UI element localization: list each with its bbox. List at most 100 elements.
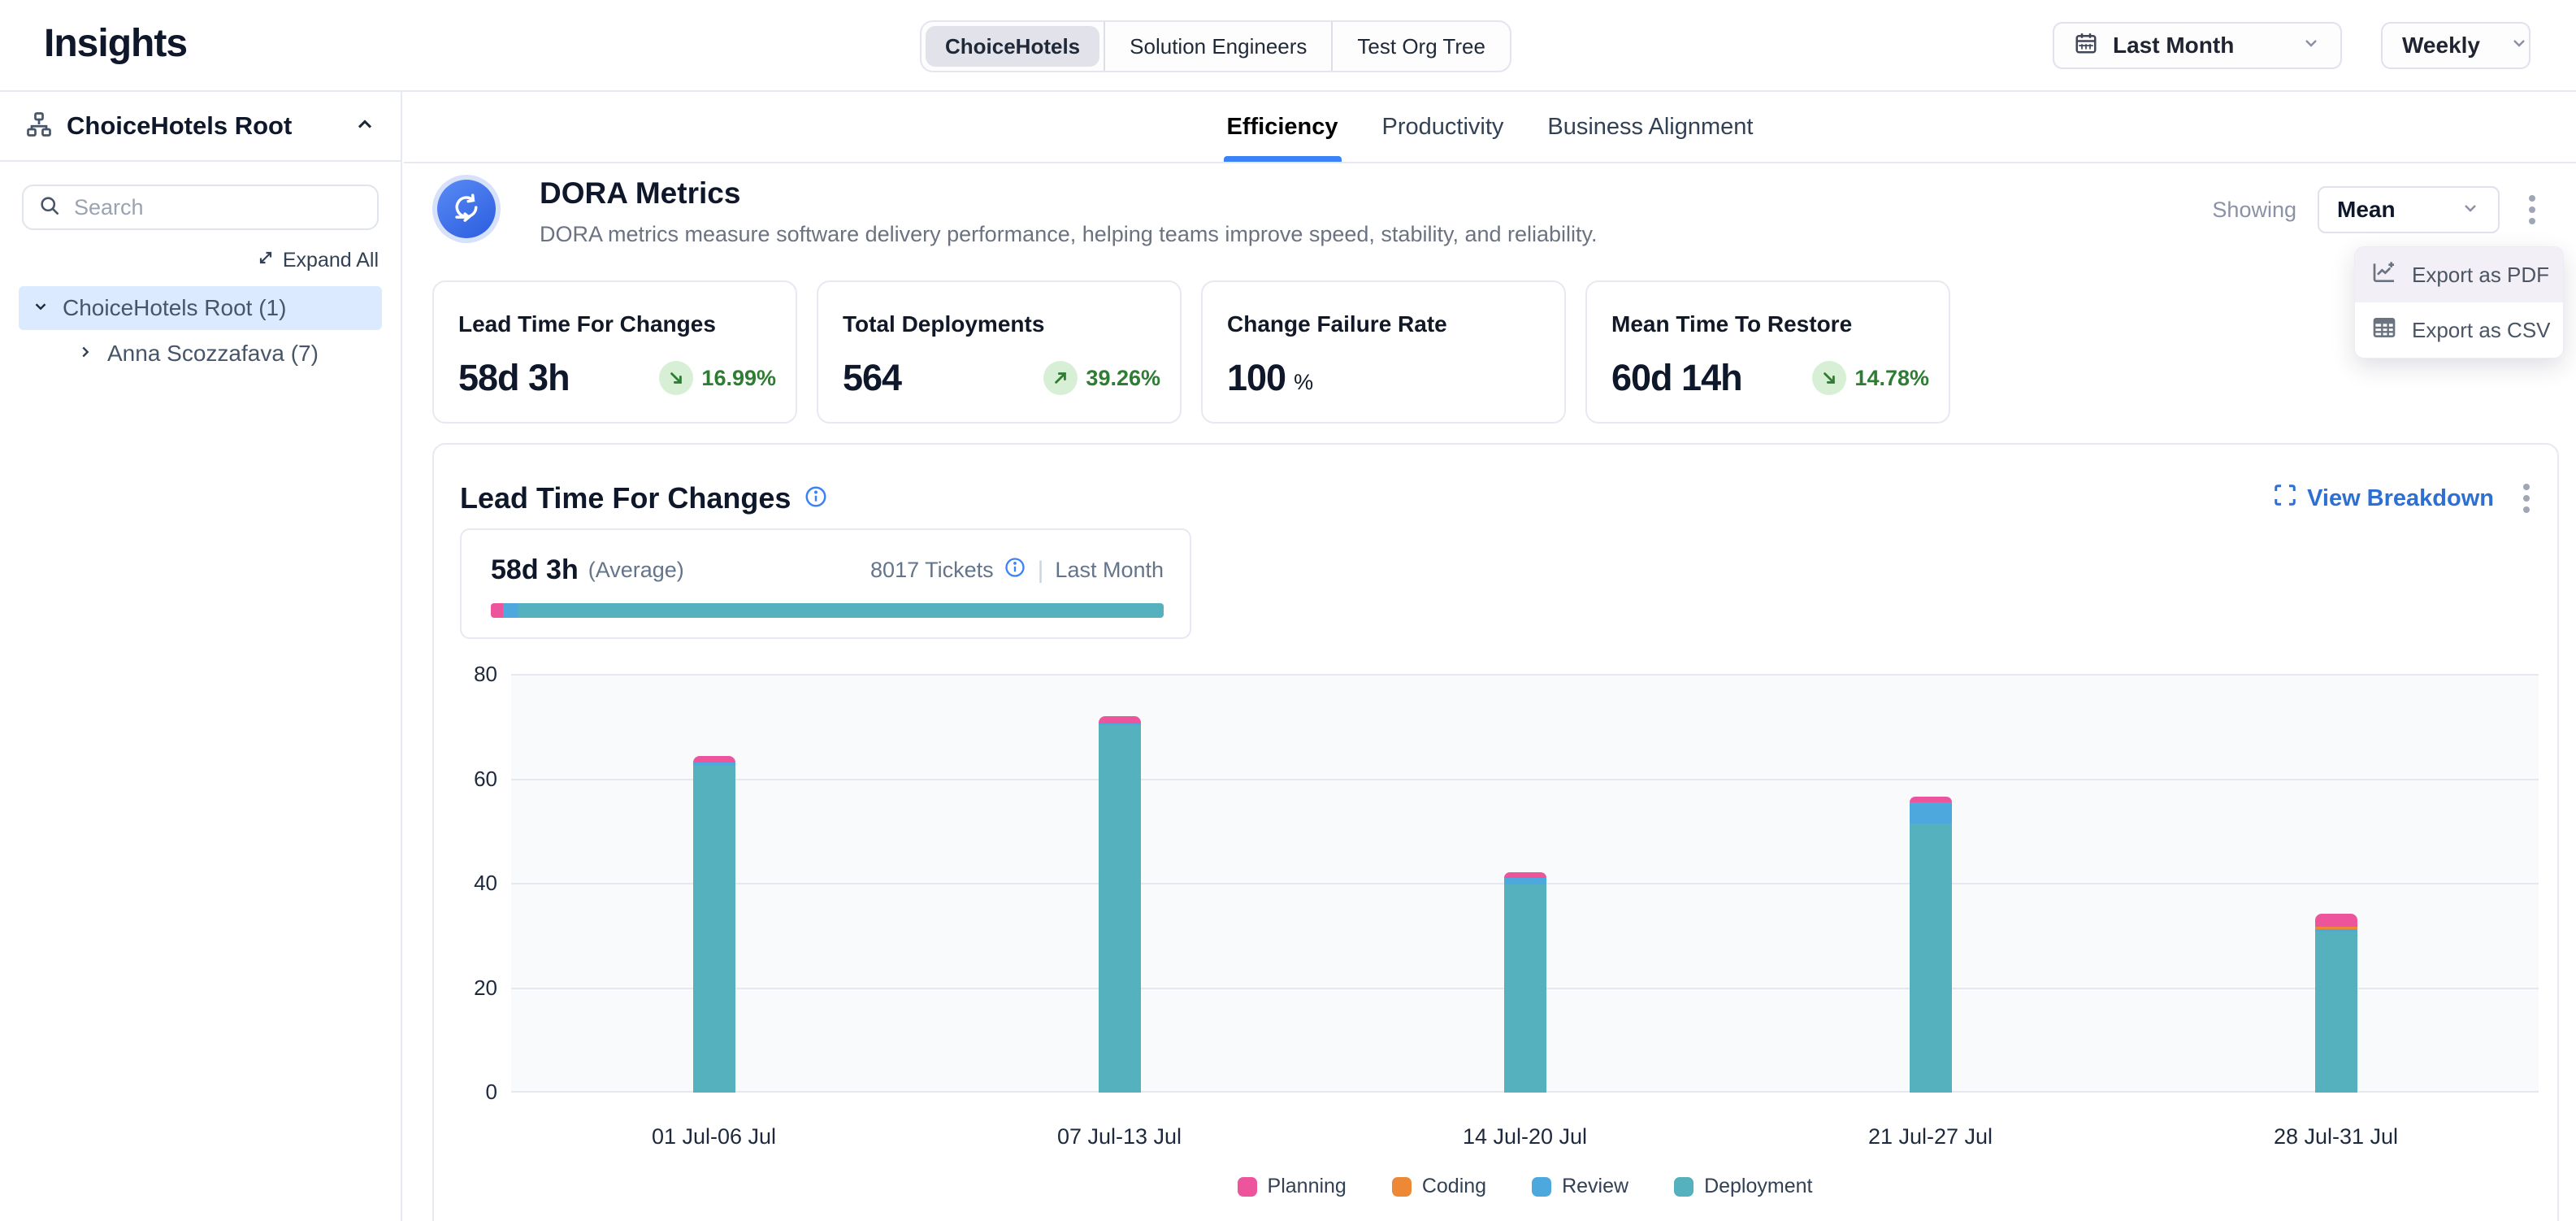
org-tree-icon [24,110,54,143]
metric-card: Total Deployments 564 39.26% [817,280,1182,424]
trend-down-arrow-icon [1812,361,1847,395]
bar-segment-review [1503,877,1546,885]
metric-value: 60d 14h [1611,357,1743,398]
divider: | [1037,556,1044,584]
app-header: Insights ChoiceHotels Solution Engineers T… [0,0,2576,92]
granularity-value: Weekly [2402,33,2480,58]
menu-item-export-as-pdf[interactable]: Export as PDF [2355,247,2563,302]
average-summary-card: 58d 3h (Average) 8017 Tickets | Last Mon… [460,528,1191,639]
stacked-bar[interactable] [1909,796,1952,1093]
metric-card-value-row: 564 39.26% [843,357,1160,399]
sidebar: ChoiceHotels Root Expand All ChoiceHotel… [0,92,402,1221]
gridline [511,778,2539,780]
lead-time-section: Lead Time For Changes Vie [432,443,2559,1221]
metric-card: Mean Time To Restore 60d 14h 14.78% [1585,280,1950,424]
chevron-down-icon[interactable] [32,295,50,321]
metric-card-value-row: 100% [1227,357,1545,399]
granularity-select[interactable]: Weekly [2381,22,2530,69]
search-icon [38,194,61,221]
date-range-value: Last Month [2113,33,2235,58]
aggregation-value: Mean [2337,197,2396,222]
info-icon[interactable] [804,484,828,513]
metric-card: Change Failure Rate 100% [1201,280,1566,424]
section-kebab-menu-button[interactable] [2515,477,2538,519]
x-axis-label: 21 Jul-27 Jul [1867,1124,1993,1149]
expand-all-button[interactable]: Expand All [22,248,379,273]
sidebar-header: ChoiceHotels Root [0,92,401,162]
search-box[interactable] [22,185,379,230]
tree-item[interactable]: Anna Scozzafava (7) [0,332,401,376]
tab-productivity[interactable]: Productivity [1381,113,1504,140]
progress-segment-deployment [518,603,1164,618]
metric-card-value-row: 58d 3h 16.99% [458,357,776,399]
stacked-bar[interactable] [1098,716,1141,1093]
tree-item[interactable]: ChoiceHotels Root (1) [19,286,382,330]
bar-segment-deployment [1909,823,1952,1093]
bar-segment-deployment [692,765,735,1093]
progress-segment-review [502,603,518,618]
legend-label: Review [1562,1175,1629,1197]
page-title: Insights [44,22,188,65]
legend-item-deployment: Deployment [1674,1175,1812,1198]
tickets-count: 8017 Tickets [870,558,994,582]
legend-swatch [1237,1176,1257,1197]
search-input[interactable] [74,194,362,220]
bar-segment-planning [1503,871,1546,878]
chevron-down-icon [2461,198,2480,222]
tree-item-label: ChoiceHotels Root (1) [63,295,287,320]
metric-card: Lead Time For Changes 58d 3h 16.99% [432,280,797,424]
trend-down-arrow-icon [659,361,694,395]
menu-item-export-as-csv[interactable]: Export as CSV [2355,302,2563,358]
legend-item-coding: Coding [1391,1175,1486,1198]
stacked-bar[interactable] [2314,913,2357,1093]
dora-kebab-menu-button[interactable] [2521,189,2543,231]
section-title: Lead Time For Changes [460,481,791,515]
metric-card-title: Change Failure Rate [1227,311,1447,337]
legend-swatch [1391,1176,1412,1197]
date-range-select[interactable]: Last Month [2053,22,2342,69]
delta-badge: 16.99% [659,361,776,395]
y-axis-tick: 80 [474,662,497,686]
y-axis-tick: 60 [474,766,497,791]
metric-cards: Lead Time For Changes 58d 3h 16.99% Total D… [432,280,1950,424]
chart-legend: Planning Coding Review Deployment [511,1175,2539,1198]
y-axis-tick: 0 [485,1080,497,1104]
org-tab-choicehotels[interactable]: ChoiceHotels [926,26,1100,67]
bar-segment-review [2314,928,2357,932]
calendar-icon [2074,31,2098,61]
metric-value: 564 [843,357,902,398]
org-tab-test-org-tree[interactable]: Test Org Tree [1331,22,1510,71]
dora-cycle-icon [432,175,501,243]
dora-controls: Showing Mean [2212,186,2543,233]
metric-card-title: Total Deployments [843,311,1045,337]
bar-segment-review [1909,802,1952,824]
bar-segment-planning [2314,913,2357,928]
legend-item-planning: Planning [1237,1175,1347,1198]
stacked-bar[interactable] [1503,871,1546,1093]
dora-header: DORA Metrics DORA metrics measure softwa… [432,172,2543,261]
export-menu: Export as PDF Export as CSV [2354,246,2564,358]
collapse-chevron-up-icon[interactable] [353,113,376,140]
sidebar-root-label: ChoiceHotels Root [67,111,293,140]
chevron-down-icon [2301,33,2321,59]
y-axis-tick: 20 [474,975,497,1000]
stacked-bar[interactable] [692,755,735,1093]
chevron-down-icon [2509,33,2529,59]
tree-item-label: Anna Scozzafava (7) [107,341,319,366]
aggregation-select[interactable]: Mean [2318,186,2500,233]
org-switcher: ChoiceHotels Solution Engineers Test Org T… [920,20,1511,72]
phase-progress-bar [491,603,1164,618]
x-axis-label: 28 Jul-31 Jul [2273,1124,2399,1149]
tab-efficiency[interactable]: Efficiency [1223,92,1342,162]
org-tab-solution-engineers[interactable]: Solution Engineers [1104,22,1331,71]
metric-card-value-row: 60d 14h 14.78% [1611,357,1929,399]
trend-up-arrow-icon [1043,361,1078,395]
bar-segment-coding [2314,927,2357,929]
tab-business-alignment[interactable]: Business Alignment [1547,113,1754,140]
view-breakdown-button[interactable]: View Breakdown [2273,483,2494,514]
info-icon[interactable] [1004,556,1026,584]
menu-item-label: Export as PDF [2412,262,2550,287]
chevron-right-icon[interactable] [76,341,94,367]
x-axis-label: 07 Jul-13 Jul [1056,1124,1182,1149]
